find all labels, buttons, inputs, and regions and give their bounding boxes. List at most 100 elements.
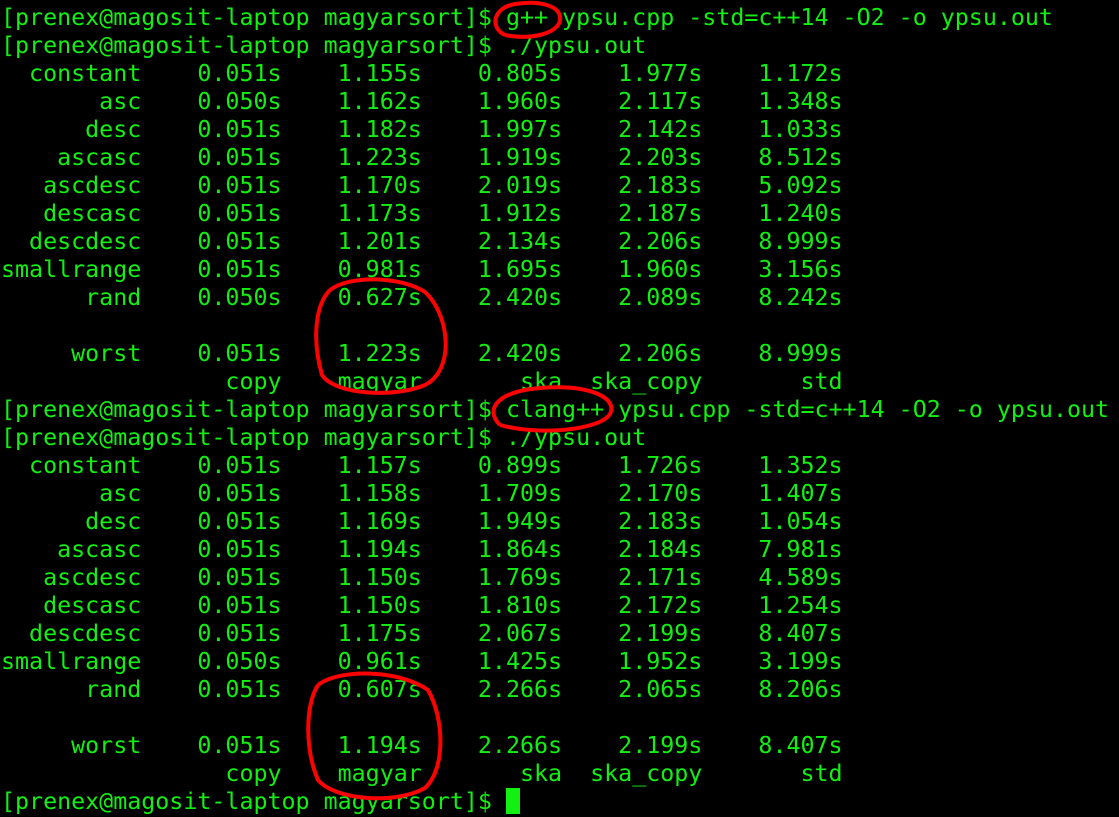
timing-value: 8.999s: [702, 228, 843, 255]
command-text: ./ypsu.out: [505, 32, 647, 59]
column-header: ska: [421, 760, 563, 787]
timing-value: 2.142s: [562, 116, 703, 143]
row-label: ascdesc: [1, 564, 142, 591]
timing-value: 1.769s: [421, 564, 563, 591]
timing-value: 8.242s: [702, 284, 843, 311]
timing-value: 1.952s: [562, 648, 703, 675]
row-label: ascasc: [1, 144, 142, 171]
row-label: smallrange: [1, 256, 142, 283]
timing-value: 1.170s: [281, 172, 422, 199]
result-row: desc 0.051s 1.182s 1.997s 2.142s 1.033s: [1, 116, 1109, 144]
timing-value: 1.726s: [562, 452, 703, 479]
terminal-output[interactable]: [prenex@magosit-laptop magyarsort]$ g++ …: [1, 4, 1109, 816]
timing-value: 2.117s: [562, 88, 703, 115]
timing-value: 4.589s: [702, 564, 843, 591]
timing-value: 8.206s: [702, 676, 843, 703]
timing-value: 1.864s: [421, 536, 563, 563]
command-text: clang++ ypsu.cpp -std=c++14 -O2 -o ypsu.…: [505, 396, 1110, 423]
timing-value: 2.184s: [562, 536, 703, 563]
timing-value: 1.240s: [702, 200, 843, 227]
timing-value: 2.172s: [562, 592, 703, 619]
shell-prompt: [prenex@magosit-laptop magyarsort]$: [1, 4, 506, 31]
cursor-block[interactable]: [505, 788, 520, 814]
timing-value: 1.223s: [281, 144, 422, 171]
result-row: desc 0.051s 1.169s 1.949s 2.183s 1.054s: [1, 508, 1109, 536]
timing-value: 2.266s: [421, 676, 563, 703]
prompt-line: [prenex@magosit-laptop magyarsort]$ g++ …: [1, 4, 1109, 32]
timing-value: 0.051s: [141, 172, 282, 199]
timing-value: 0.805s: [421, 60, 563, 87]
timing-value: 1.201s: [281, 228, 422, 255]
timing-value: 2.206s: [562, 228, 703, 255]
timing-value: 1.173s: [281, 200, 422, 227]
timing-value: 1.695s: [421, 256, 563, 283]
timing-value: 1.348s: [702, 88, 843, 115]
timing-value: 2.089s: [562, 284, 703, 311]
result-row: rand 0.050s 0.627s 2.420s 2.089s 8.242s: [1, 284, 1109, 312]
timing-value: 0.051s: [141, 536, 282, 563]
timing-value: 1.194s: [281, 732, 422, 759]
row-label: descdesc: [1, 620, 142, 647]
column-header-row: copy magyar ska ska_copy std: [1, 368, 1109, 396]
column-header: std: [702, 760, 843, 787]
timing-value: 2.134s: [421, 228, 563, 255]
timing-value: 2.019s: [421, 172, 563, 199]
timing-value: 0.051s: [141, 592, 282, 619]
timing-value: 2.183s: [562, 172, 703, 199]
column-header: magyar: [281, 760, 422, 787]
prompt-line: [prenex@magosit-laptop magyarsort]$ ./yp…: [1, 32, 1109, 60]
timing-value: 1.150s: [281, 592, 422, 619]
column-header: std: [702, 368, 843, 395]
timing-value: 0.051s: [141, 676, 282, 703]
command-text: ./ypsu.out: [505, 424, 647, 451]
header-spacer: [1, 760, 141, 787]
timing-value: 0.051s: [141, 732, 282, 759]
timing-value: 1.407s: [702, 480, 843, 507]
timing-value: 0.607s: [281, 676, 422, 703]
timing-value: 2.199s: [562, 620, 703, 647]
timing-value: 1.254s: [702, 592, 843, 619]
timing-value: 2.420s: [421, 284, 563, 311]
result-row: ascdesc 0.051s 1.170s 2.019s 2.183s 5.09…: [1, 172, 1109, 200]
timing-value: 1.182s: [281, 116, 422, 143]
timing-value: 1.157s: [281, 452, 422, 479]
result-row: descasc 0.051s 1.173s 1.912s 2.187s 1.24…: [1, 200, 1109, 228]
result-row: constant 0.051s 1.155s 0.805s 1.977s 1.1…: [1, 60, 1109, 88]
row-label: rand: [1, 676, 142, 703]
timing-value: 1.155s: [281, 60, 422, 87]
row-label: ascasc: [1, 536, 142, 563]
row-label: desc: [1, 508, 142, 535]
shell-prompt: [prenex@magosit-laptop magyarsort]$: [1, 32, 506, 59]
timing-value: 3.199s: [702, 648, 843, 675]
timing-value: 1.810s: [421, 592, 563, 619]
timing-value: 1.158s: [281, 480, 422, 507]
timing-value: 0.051s: [141, 620, 282, 647]
timing-value: 2.065s: [562, 676, 703, 703]
result-row: constant 0.051s 1.157s 0.899s 1.726s 1.3…: [1, 452, 1109, 480]
timing-value: 0.051s: [141, 508, 282, 535]
row-label: asc: [1, 480, 142, 507]
timing-value: 0.051s: [141, 452, 282, 479]
column-header: copy: [141, 368, 282, 395]
timing-value: 0.051s: [141, 60, 282, 87]
column-header: magyar: [281, 368, 422, 395]
row-label: descasc: [1, 200, 142, 227]
blank-line: [1, 704, 1109, 732]
timing-value: 8.407s: [702, 620, 843, 647]
header-spacer: [1, 368, 141, 395]
timing-value: 1.223s: [281, 340, 422, 367]
timing-value: 1.949s: [421, 508, 563, 535]
timing-value: 1.960s: [562, 256, 703, 283]
timing-value: 8.512s: [702, 144, 843, 171]
timing-value: 0.051s: [141, 200, 282, 227]
timing-value: 2.199s: [562, 732, 703, 759]
timing-value: 0.627s: [281, 284, 422, 311]
timing-value: 0.050s: [141, 648, 282, 675]
timing-value: 0.050s: [141, 284, 282, 311]
timing-value: 0.981s: [281, 256, 422, 283]
row-label: desc: [1, 116, 142, 143]
timing-value: 2.067s: [421, 620, 563, 647]
timing-value: 0.051s: [141, 340, 282, 367]
row-label: descdesc: [1, 228, 142, 255]
column-header-row: copy magyar ska ska_copy std: [1, 760, 1109, 788]
